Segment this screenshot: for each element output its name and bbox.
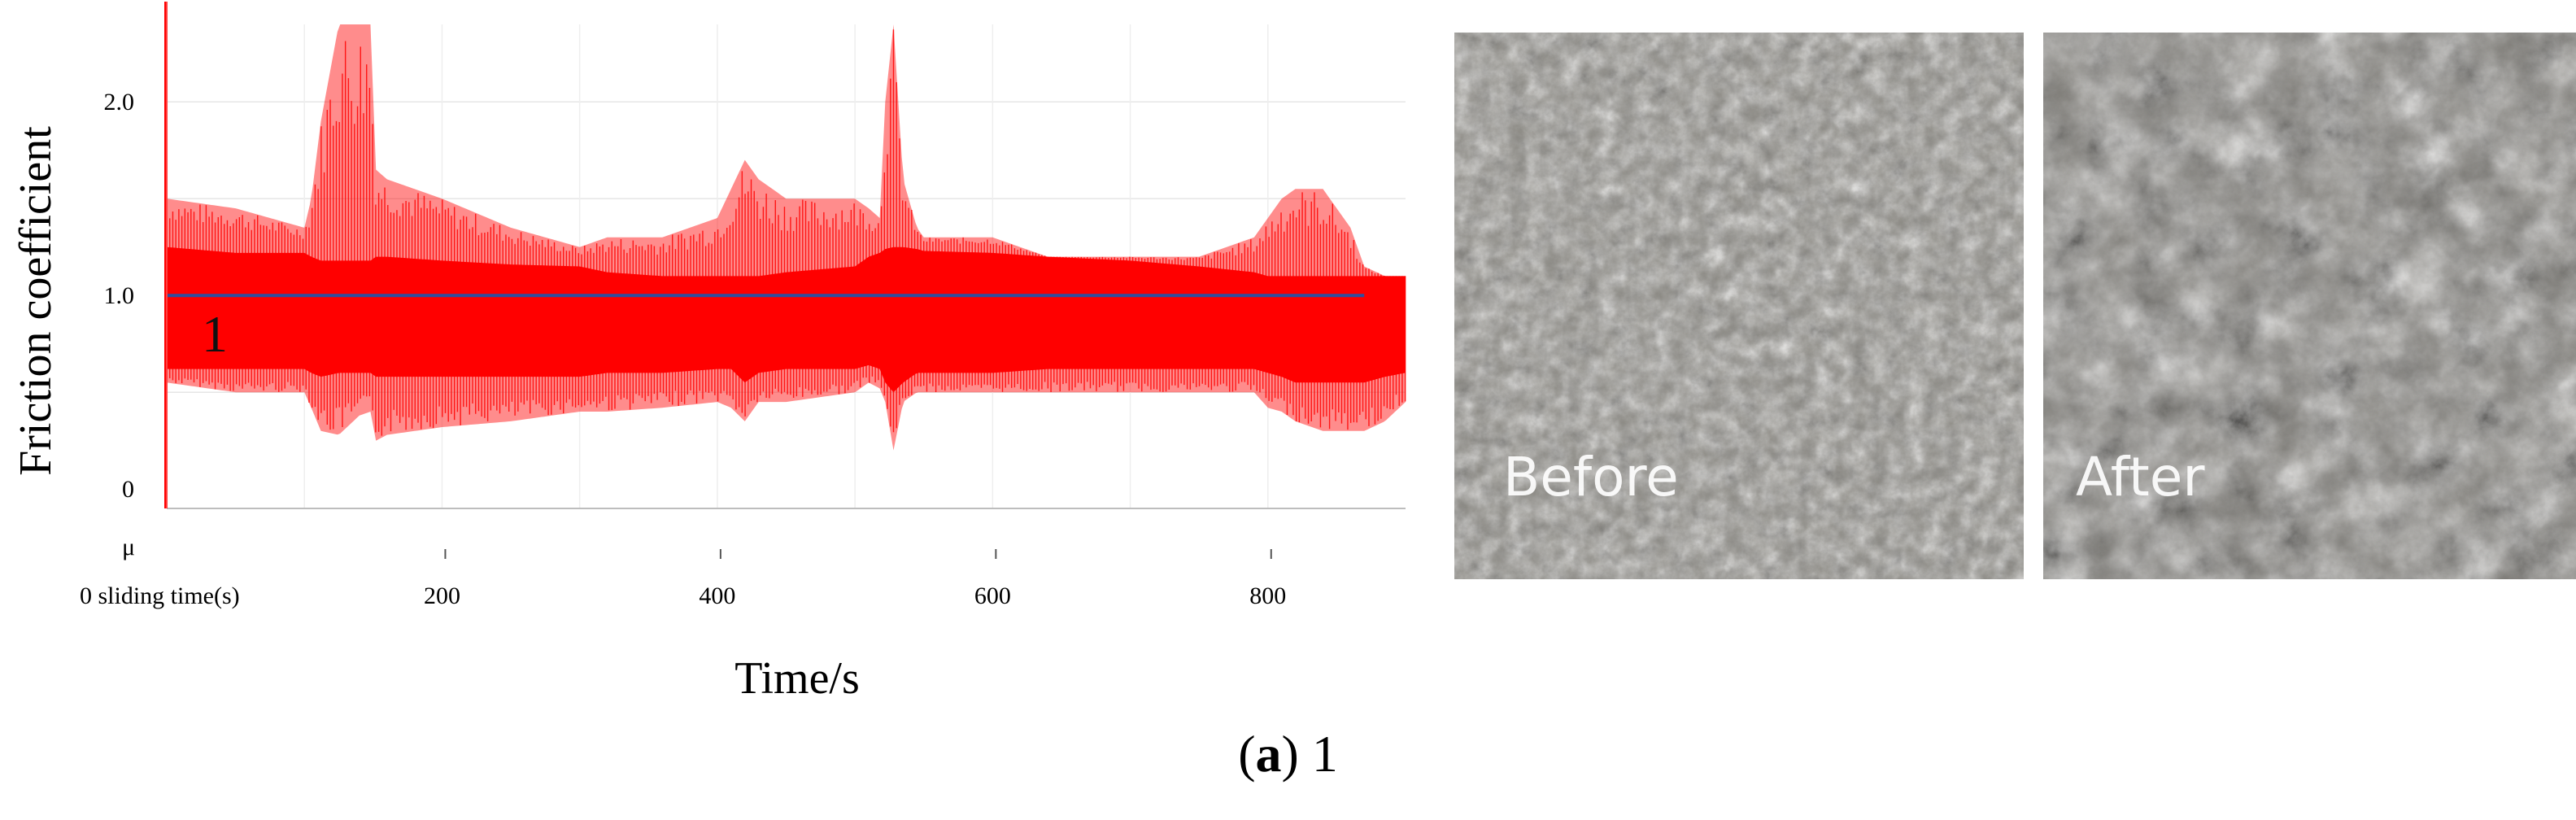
friction-oscillation-lines — [164, 2, 1406, 508]
friction-envelope-peaks — [167, 24, 1406, 451]
y-axis-title: Friction coefficient — [11, 126, 61, 476]
x-tick-labels: 200 400 600 800 — [424, 549, 1286, 609]
before-surface-texture — [1454, 33, 2024, 579]
x-tick-label: 800 — [1249, 582, 1286, 609]
before-photo: Before — [1454, 33, 2024, 579]
after-label: After — [2076, 446, 2205, 508]
x-tick-label: 600 — [974, 582, 1011, 609]
y-tick-label: 0 — [122, 476, 134, 503]
after-surface-texture — [2043, 33, 2576, 579]
figure-caption: (a) 1 — [0, 724, 2576, 784]
caption-letter: a — [1255, 725, 1282, 783]
y-tick-labels: 0 1.0 2.0 — [104, 89, 135, 503]
x-tick-label: 400 — [699, 582, 735, 609]
unit-label: μ — [122, 534, 135, 560]
after-photo: After — [2043, 33, 2576, 579]
caption-paren-open: ( — [1238, 725, 1256, 783]
caption-text: 1 — [1298, 725, 1338, 783]
caption-paren-close: ) — [1281, 725, 1299, 783]
x-start-label: 0 sliding time(s) — [80, 582, 240, 609]
friction-chart: 0 1.0 2.0 200 400 600 800 0 sliding time(s) μ… — [11, 2, 1406, 704]
x-tick-label: 200 — [424, 582, 460, 609]
before-label: Before — [1503, 446, 1679, 508]
x-axis-title: Time/s — [734, 653, 860, 704]
y-tick-label: 2.0 — [104, 89, 135, 116]
mean-line-label: 1 — [202, 305, 228, 363]
chart-axes — [166, 2, 1406, 509]
friction-peak-band — [167, 24, 1406, 451]
y-tick-label: 1.0 — [104, 282, 135, 309]
